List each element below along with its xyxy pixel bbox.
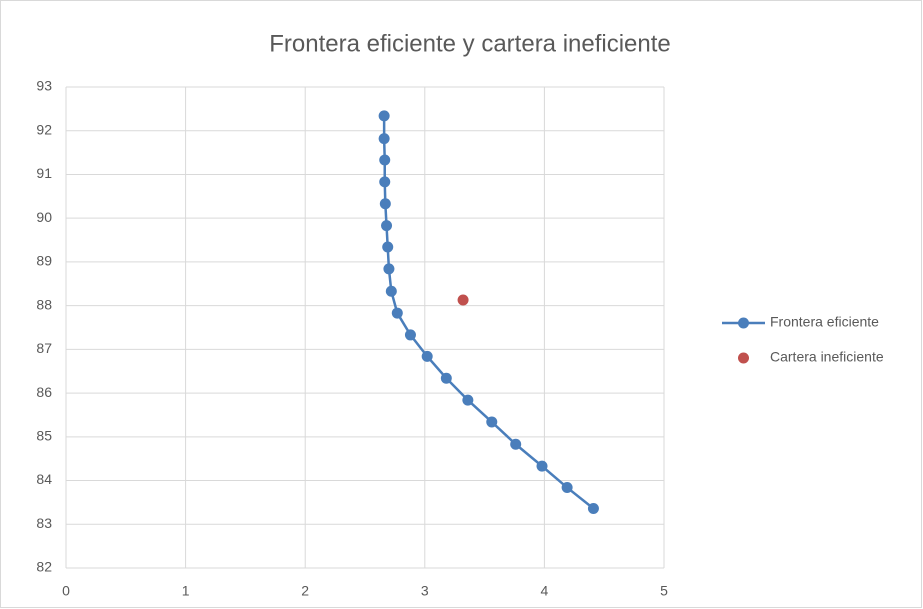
x-tick-label: 0 [62,583,70,599]
point [382,241,394,253]
chart-title: Frontera eficiente y cartera ineficiente [269,30,671,57]
point [379,198,391,210]
point [379,154,391,166]
point [381,220,393,232]
x-tick-label: 5 [660,583,668,599]
point [391,307,403,319]
legend-label: Cartera ineficiente [770,349,884,365]
point [536,460,548,472]
y-tick-label: 88 [36,296,52,312]
point [404,329,416,341]
point [561,482,573,494]
point [385,285,397,297]
x-tick-label: 1 [182,583,190,599]
y-tick-label: 89 [36,253,52,269]
y-tick-label: 93 [36,78,52,94]
x-tick-label: 2 [301,583,309,599]
x-tick-label: 3 [421,583,429,599]
point [510,438,522,450]
y-tick-label: 84 [36,471,52,487]
legend-marker [738,317,749,329]
legend-label: Frontera eficiente [770,314,879,330]
y-tick-label: 86 [36,384,52,400]
point [421,350,433,362]
x-tick-label: 4 [541,583,549,599]
point [383,263,395,275]
point [486,416,498,428]
y-tick-label: 90 [36,209,52,225]
y-tick-label: 82 [36,559,52,575]
point [587,503,599,515]
point [457,294,469,306]
point [462,394,474,406]
y-tick-label: 92 [36,121,52,137]
point [440,372,452,384]
y-tick-label: 85 [36,428,52,444]
y-tick-label: 83 [36,515,52,531]
point [379,176,391,188]
y-tick-label: 87 [36,340,52,356]
point [378,133,390,145]
y-tick-label: 91 [36,165,52,181]
point [378,110,390,122]
legend-marker [738,352,749,364]
